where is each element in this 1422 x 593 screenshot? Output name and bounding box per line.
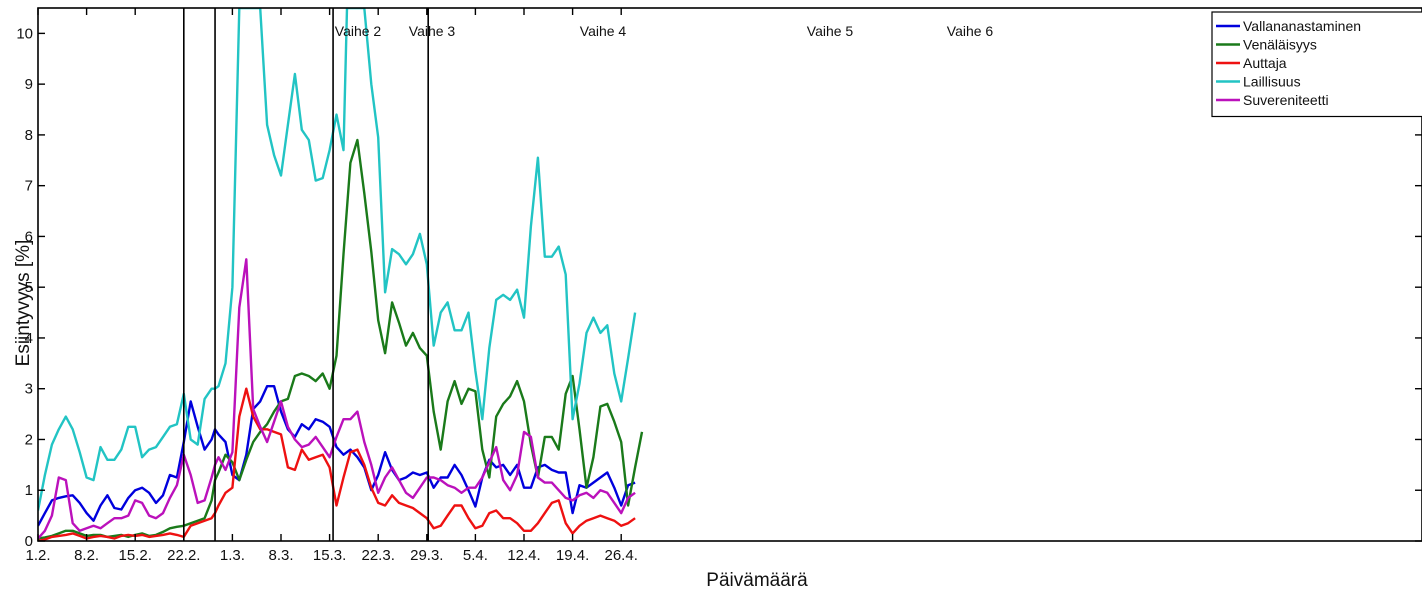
legend-label: Suvereniteetti xyxy=(1243,92,1329,108)
x-tick-label: 19.4. xyxy=(556,547,589,564)
legend-label: Auttaja xyxy=(1243,55,1287,71)
y-axis-title: Esiintyvyys [%] xyxy=(13,240,34,367)
y-tick-label: 1 xyxy=(25,482,33,499)
x-tick-label: 1.3. xyxy=(220,547,245,564)
x-tick-label: 15.2. xyxy=(119,547,152,564)
x-tick-label: 8.2. xyxy=(74,547,99,564)
y-tick-label: 3 xyxy=(25,381,33,398)
phase-label: Vaihe 2 xyxy=(335,23,382,39)
x-tick-label: 26.4. xyxy=(605,547,638,564)
x-tick-label: 22.3. xyxy=(362,547,395,564)
y-tick-label: 6 xyxy=(25,228,33,245)
phase-label: Vaihe 5 xyxy=(807,23,854,39)
x-tick-label: 8.3. xyxy=(268,547,293,564)
phase-label: Vaihe 3 xyxy=(409,23,456,39)
phase-label: Vaihe 4 xyxy=(580,23,627,39)
legend-box xyxy=(1211,11,1422,118)
legend-label: Laillisuus xyxy=(1243,74,1301,90)
y-tick-label: 10 xyxy=(16,25,33,42)
y-tick-label: 0 xyxy=(25,533,33,550)
x-tick-label: 5.4. xyxy=(463,547,488,564)
x-tick-label: 1.2. xyxy=(25,547,50,564)
legend-label: Venäläisyys xyxy=(1243,37,1317,53)
phase-label: Vaihe 6 xyxy=(947,23,994,39)
x-tick-label: 29.3. xyxy=(410,547,443,564)
y-tick-label: 8 xyxy=(25,127,33,144)
y-tick-label: 2 xyxy=(25,431,33,448)
x-tick-label: 12.4. xyxy=(507,547,540,564)
plot-frame xyxy=(37,7,1422,542)
series-line-venäläisyys xyxy=(38,138,644,540)
y-tick-label: 5 xyxy=(25,279,33,296)
y-tick-label: 7 xyxy=(25,178,33,195)
y-tick-label: 4 xyxy=(25,330,33,347)
x-tick-label: 15.3. xyxy=(313,547,346,564)
y-tick-label: 9 xyxy=(25,76,33,93)
x-axis-title: Päivämäärä xyxy=(706,570,808,591)
x-tick-label: 22.2. xyxy=(167,547,200,564)
legend-label: Vallananastaminen xyxy=(1243,18,1361,34)
